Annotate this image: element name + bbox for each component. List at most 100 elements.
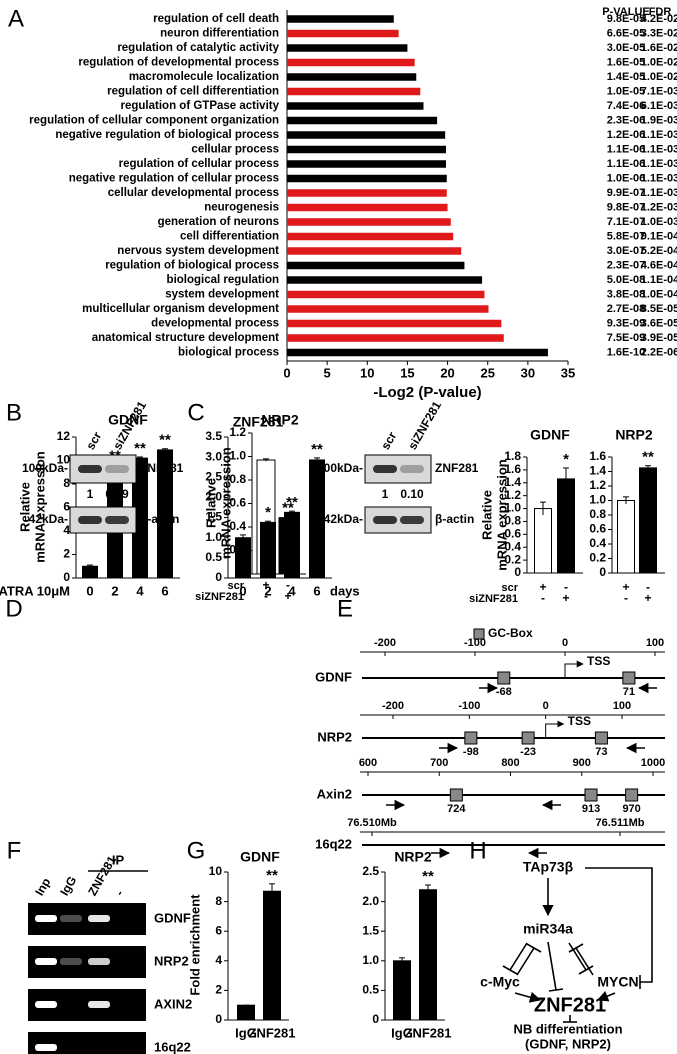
x-tick-label: 2 — [111, 583, 118, 598]
inhibition-bar — [578, 965, 594, 975]
bar — [287, 145, 446, 154]
p-value: 2.7E-08 — [607, 303, 646, 315]
gene-label: 16q22 — [315, 836, 352, 851]
y-tick-label: 4 — [215, 953, 222, 967]
x-tick-label: 6 — [161, 583, 168, 598]
bar — [287, 102, 424, 110]
gc-box-label: -23 — [520, 746, 536, 758]
x-tick-label: ZNF281 — [405, 1025, 452, 1040]
y-tick-label: 1.4 — [589, 464, 606, 478]
gc-box — [449, 788, 463, 802]
bar — [287, 131, 446, 139]
chart-title: NRP2 — [394, 849, 432, 865]
bar — [309, 459, 325, 579]
lane-label: siZNF281 — [405, 399, 444, 452]
category-label: cell differentiation — [180, 231, 279, 243]
p-value: 3.8E-08 — [607, 288, 646, 300]
category-label: regulation of cell death — [153, 13, 279, 25]
band — [400, 465, 424, 473]
column-header: FDR — [649, 6, 672, 18]
x-tick-label: 30 — [521, 365, 535, 380]
x-axis-label: ATRA 10μM — [0, 583, 70, 598]
significance: ** — [134, 440, 146, 457]
p-value: 3.0E-05 — [607, 42, 646, 54]
lane-label: - — [112, 888, 126, 898]
node: c-Myc — [480, 974, 520, 990]
category-label: multicellular organism development — [82, 303, 279, 315]
y-tick-label: 1.4 — [504, 475, 521, 489]
y-axis-label: mRNA expression — [32, 451, 47, 563]
category-label: regulation of cellular process — [119, 158, 279, 170]
condition-sign: + — [644, 591, 651, 605]
y-tick-label: 3.5 — [205, 429, 222, 443]
fdr-value: 9.1E-04 — [641, 230, 677, 242]
bar — [287, 334, 504, 342]
significance: * — [265, 504, 271, 521]
y-tick-label: 0 — [599, 565, 606, 579]
quantification: 0.10 — [400, 487, 424, 501]
inhibition-line — [516, 947, 535, 976]
p-value: 9.8E-05 — [607, 13, 646, 25]
bar — [263, 890, 281, 1021]
y-tick-label: 0 — [215, 570, 222, 584]
ruler-label: 800 — [501, 757, 519, 769]
ruler-label: 100 — [646, 637, 664, 649]
x-tick-label: 20 — [440, 365, 454, 380]
ruler-label: 700 — [430, 757, 448, 769]
chart-title: NRP2 — [615, 427, 653, 443]
condition-label: siZNF281 — [195, 591, 244, 603]
x-tick-label: ZNF281 — [249, 1025, 296, 1040]
lane-label: Inp — [32, 875, 53, 898]
y-tick-label: 1.0 — [589, 493, 606, 507]
fdr-value: 6.1E-03 — [641, 100, 677, 112]
bar — [617, 500, 635, 574]
y-tick-label: 1.0 — [205, 530, 222, 544]
significance: ** — [266, 867, 278, 884]
inhibition-bar — [502, 965, 518, 975]
bar — [260, 521, 276, 579]
quantification: 0.19 — [105, 487, 129, 501]
gel-band — [88, 1001, 110, 1008]
x-tick-label: 2 — [264, 583, 271, 598]
p-value: 5.8E-07 — [607, 230, 646, 242]
condition-sign: - — [264, 589, 268, 603]
quantification: 1 — [382, 487, 389, 501]
x-tick-label: 15 — [400, 365, 414, 380]
p-value: 1.1E-06 — [607, 143, 646, 155]
panel-label: E — [337, 595, 353, 622]
condition-sign: - — [564, 580, 568, 594]
node: MYCN — [597, 974, 638, 990]
y-tick-label: 0.5 — [205, 550, 222, 564]
category-label: regulation of GTPase activity — [121, 100, 280, 112]
y-tick-label: 1.2 — [229, 425, 246, 439]
x-tick-label: 5 — [324, 365, 331, 380]
p-value: 9.8E-07 — [607, 201, 646, 213]
bar — [82, 565, 98, 579]
y-tick-label: 10 — [209, 864, 223, 878]
tss-label: TSS — [568, 714, 591, 728]
fdr-value: 7.1E-03 — [641, 85, 677, 97]
fdr-value: 1.6E-02 — [641, 42, 677, 54]
bar — [287, 29, 399, 38]
y-axis-label: mRNA expression — [218, 447, 233, 559]
p-value: 7.5E-09 — [607, 332, 646, 344]
bar — [393, 960, 411, 1021]
y-tick-label: 1.2 — [504, 488, 521, 502]
category-label: negative regulation of biological proces… — [55, 129, 279, 141]
fdr-value: 1.9E-03 — [641, 114, 677, 126]
x-tick-label: 10 — [360, 365, 374, 380]
inhibition-line — [547, 941, 557, 991]
outcome: (GDNF, NRP2) — [525, 1036, 611, 1051]
y-tick-label: 0.2 — [504, 552, 521, 566]
bar — [287, 189, 447, 197]
inhibition-bar — [568, 943, 584, 953]
condition-sign: - — [541, 591, 545, 605]
chart-title: NRP2 — [261, 412, 299, 428]
ruler-label: 100 — [613, 700, 631, 712]
tss-arrow — [564, 660, 584, 678]
gc-box-label: 724 — [447, 803, 466, 815]
x-tick-label: 35 — [561, 365, 575, 380]
x-tick-label: IgG — [235, 1025, 257, 1040]
gc-box — [594, 731, 608, 745]
